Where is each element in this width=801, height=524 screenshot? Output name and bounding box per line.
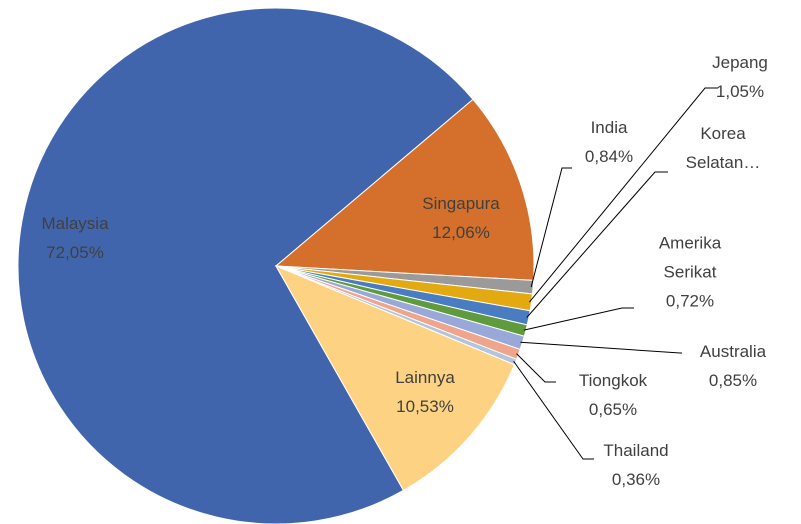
category-label: Jepang	[712, 53, 768, 72]
data-label: Thailand 0,36%	[586, 436, 686, 494]
category-label: India	[590, 118, 628, 137]
data-label: Jepang 1,05%	[700, 48, 780, 106]
leader-line	[530, 167, 572, 288]
leader-line	[520, 341, 682, 354]
pie-slice	[274, 264, 516, 492]
value-label: 72,05%	[46, 243, 104, 262]
leader-line	[523, 307, 634, 331]
value-label: 0,84%	[584, 147, 634, 166]
value-label: 12,06%	[432, 223, 490, 242]
category-label: Lainnya	[395, 368, 455, 387]
data-label: Lainnya 10,53%	[365, 363, 485, 421]
value-label: 0,65%	[588, 400, 638, 419]
category-label: Singapura	[422, 194, 500, 213]
category-label: Australia	[699, 342, 767, 361]
value-label: 10,53%	[396, 397, 454, 416]
data-label: Tiongkok 0,65%	[563, 366, 663, 424]
leader-line	[513, 360, 594, 460]
data-label: Malaysia 72,05%	[15, 209, 135, 267]
leader-line	[526, 171, 668, 318]
category-label: Amerika Serikat	[658, 233, 722, 282]
category-label: Malaysia	[41, 214, 109, 233]
pie-slice	[274, 98, 535, 281]
leader-line	[529, 87, 718, 303]
value-label: 1,05%	[715, 82, 765, 101]
data-label: Singapura 12,06%	[401, 189, 521, 247]
data-label: Australia 0,85%	[683, 337, 783, 395]
category-label: Korea Selatan…	[685, 124, 761, 172]
leader-line	[516, 353, 556, 383]
category-label: Tiongkok	[578, 371, 648, 390]
category-label: Thailand	[603, 441, 669, 460]
value-label: 0,36%	[611, 470, 661, 489]
data-label: India 0,84%	[569, 113, 649, 171]
value-label: 0,85%	[708, 371, 758, 390]
data-label: Korea Selatan…	[678, 119, 768, 177]
pie-slice	[17, 7, 474, 524]
value-label: 0,72%	[665, 291, 715, 311]
data-label: Amerika Serikat 0,72%	[645, 229, 735, 316]
